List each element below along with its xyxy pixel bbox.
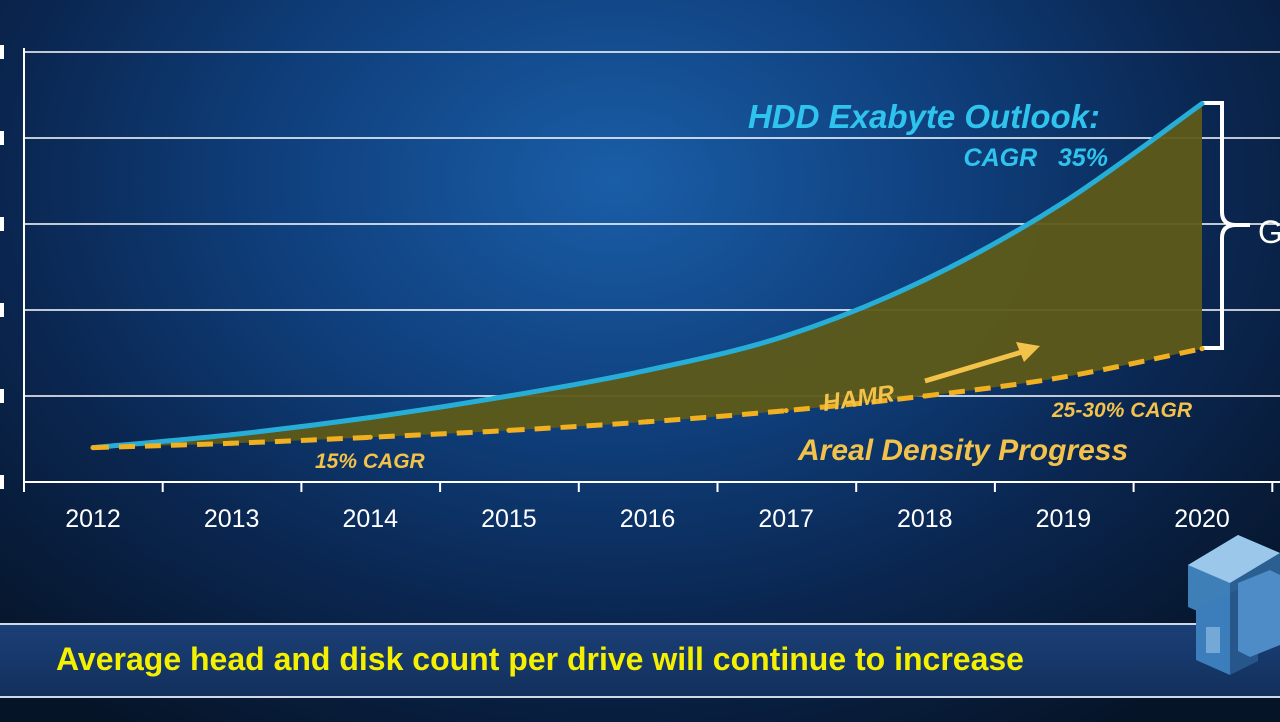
data-point-density xyxy=(1060,374,1066,380)
data-point-outlook xyxy=(922,277,928,283)
series-line-outlook xyxy=(92,101,1204,451)
x-tick-label: 2013 xyxy=(204,505,260,533)
gap-label: G xyxy=(1258,214,1280,250)
data-point-outlook xyxy=(1060,200,1066,205)
data-point-density xyxy=(229,440,235,446)
hamr-arrowhead-icon xyxy=(1016,342,1040,362)
data-point-outlook xyxy=(367,415,373,420)
data-point-density xyxy=(506,427,512,433)
y-axis-marks xyxy=(0,45,4,489)
x-tick-label: 2016 xyxy=(620,505,676,533)
cagr-25-30-label: 25-30% CAGR xyxy=(1051,399,1193,422)
cagr-15-label: 15% CAGR xyxy=(315,450,426,473)
data-point-outlook xyxy=(645,367,650,373)
y-tick-mark xyxy=(0,131,4,145)
footer-banner: Average head and disk count per drive wi… xyxy=(0,623,1280,698)
outlook-title: HDD Exabyte Outlook: xyxy=(748,98,1100,135)
x-tick-label: 2015 xyxy=(481,505,537,533)
data-point-density xyxy=(922,393,928,399)
data-point-outlook xyxy=(783,333,789,339)
x-tick-label: 2020 xyxy=(1174,505,1230,533)
data-point-density xyxy=(367,434,373,440)
hamr-arrow-icon xyxy=(924,349,1023,384)
data-point-density xyxy=(90,445,96,451)
y-tick-mark xyxy=(0,303,4,317)
x-tick-label: 2012 xyxy=(65,505,121,533)
gap-fill-area xyxy=(93,103,1202,448)
data-point-outlook xyxy=(229,432,235,438)
x-axis xyxy=(23,48,1280,492)
tt-logo-icon xyxy=(1188,535,1280,675)
data-point-density xyxy=(1199,346,1205,352)
y-tick-mark xyxy=(0,475,4,489)
y-tick-mark xyxy=(0,217,4,231)
areal-density-label: Areal Density Progress xyxy=(797,434,1128,467)
data-point-outlook xyxy=(1199,101,1205,107)
footer-text: Average head and disk count per drive wi… xyxy=(56,641,1024,677)
chart: 2012 2013 2014 2015 2016 2017 2018 2019 2020 G H… xyxy=(0,45,1280,533)
x-tick-label: 2019 xyxy=(1036,505,1092,533)
y-tick-mark xyxy=(0,389,4,403)
data-point-density xyxy=(645,419,650,425)
y-tick-mark xyxy=(0,45,4,59)
gap-bracket xyxy=(1202,101,1250,350)
outlook-cagr: CAGR 35% xyxy=(964,144,1108,172)
data-point-density xyxy=(783,408,789,414)
x-tick-label: 2014 xyxy=(342,505,398,533)
data-point-outlook xyxy=(506,393,512,399)
x-tick-labels: 2012 2013 2014 2015 2016 2017 2018 2019 2020 xyxy=(65,505,1230,533)
x-tick-label: 2018 xyxy=(897,505,953,533)
x-tick-label: 2017 xyxy=(758,505,814,533)
